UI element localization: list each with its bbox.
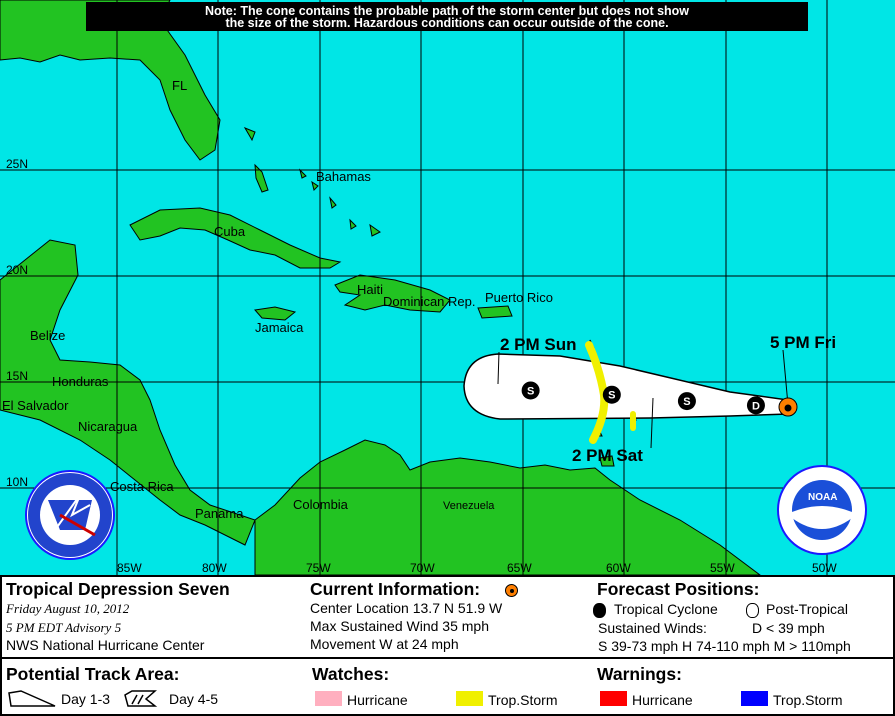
lon-label: 80W — [202, 561, 227, 575]
place-label: Bahamas — [316, 169, 371, 184]
lon-label: 85W — [117, 561, 142, 575]
place-label: Haiti — [357, 282, 383, 297]
place-label: Venezuela — [443, 500, 495, 512]
place-label: Colombia — [293, 497, 349, 512]
forecast-point-marker — [602, 385, 621, 404]
ts-watch-swatch — [456, 691, 483, 706]
note-line: the size of the storm. Hazardous conditi… — [225, 16, 669, 30]
post-tropical-icon — [746, 603, 759, 618]
land-florida — [0, 0, 221, 161]
place-label: El Salvador — [2, 398, 69, 413]
track-area-title: Potential Track Area: — [6, 664, 180, 684]
place-label: Jamaica — [255, 320, 304, 335]
place-label: Cuba — [214, 224, 246, 239]
day4-5-label: Day 4-5 — [169, 691, 219, 707]
place-label: Nicaragua — [78, 419, 138, 434]
lon-label: 70W — [410, 561, 435, 575]
place-label: FL — [172, 78, 187, 93]
forecast-point-marker — [521, 381, 540, 400]
forecast-point-marker — [677, 392, 696, 411]
hurricane-warning-label: Hurricane — [632, 692, 693, 708]
land-bahamas — [254, 163, 269, 193]
hurricane-watch-label: Hurricane — [347, 692, 408, 708]
watches-title: Watches: — [312, 664, 390, 684]
forecast-point-letter: D — [752, 400, 760, 412]
issuing-center: NWS National Hurricane Center — [6, 637, 205, 653]
storm-title: Tropical Depression Seven — [6, 579, 230, 599]
current-position-marker — [778, 397, 798, 417]
center-location: Center Location 13.7 N 51.9 W — [310, 600, 503, 616]
day4-5-cone-icon — [124, 690, 158, 707]
movement: Movement W at 24 mph — [310, 636, 459, 652]
legend-panel: Tropical Depression Seven Friday August … — [0, 575, 895, 716]
hurricane-warning-swatch — [600, 691, 627, 706]
time-label-sun: 2 PM Sun — [500, 335, 577, 354]
lon-label: 75W — [306, 561, 331, 575]
tropical-cyclone-label: Tropical Cyclone — [614, 601, 718, 617]
lat-label: 10N — [6, 475, 28, 489]
storm-date: Friday August 10, 2012 — [6, 601, 130, 616]
divider — [2, 657, 893, 659]
land-jamaica — [254, 306, 297, 321]
day1-3-cone-icon — [8, 690, 56, 707]
place-label: Puerto Rico — [485, 290, 553, 305]
wind-scale: S 39-73 mph H 74-110 mph M > 110mph — [598, 638, 851, 654]
place-label: Belize — [30, 328, 65, 343]
noaa-logo: NOAA — [777, 465, 867, 555]
depression-wind-range: D < 39 mph — [752, 620, 825, 636]
lon-label: 65W — [507, 561, 532, 575]
lat-label: 20N — [6, 263, 28, 277]
forecast-point-letter: S — [608, 390, 615, 402]
forecast-point-marker — [746, 396, 765, 415]
forecast-positions-title: Forecast Positions: — [597, 579, 760, 599]
note-line: Note: The cone contains the probable pat… — [204, 4, 690, 18]
map: 25N 20N 15N 10N 85W 80W 75W 70W 65W 60W … — [0, 0, 895, 575]
land-central-america — [0, 239, 256, 546]
lon-label: 55W — [710, 561, 735, 575]
lon-label: 60W — [606, 561, 631, 575]
warnings-title: Warnings: — [597, 664, 682, 684]
place-label: Panama — [195, 506, 244, 521]
place-label: Honduras — [52, 374, 109, 389]
land-cuba — [129, 207, 342, 269]
land-south-america — [254, 439, 761, 575]
max-wind: Max Sustained Wind 35 mph — [310, 618, 489, 634]
ts-warning-label: Trop.Storm — [773, 692, 843, 708]
time-label-fri: 5 PM Fri — [770, 333, 836, 352]
tropical-cyclone-icon — [593, 603, 606, 618]
noaa-logo-text: NOAA — [808, 492, 837, 503]
lat-label: 15N — [6, 369, 28, 383]
time-label-sat: 2 PM Sat — [572, 446, 643, 465]
current-info-title: Current Information: — [310, 579, 481, 599]
forecast-point-letter: S — [683, 396, 690, 408]
ts-watch-label: Trop.Storm — [488, 692, 558, 708]
current-position-icon — [505, 584, 518, 597]
place-label: Costa Rica — [110, 479, 174, 494]
forecast-point-letter: S — [527, 385, 534, 397]
sustained-winds-label: Sustained Winds: — [598, 620, 707, 636]
post-tropical-label: Post-Tropical — [766, 601, 848, 617]
land-puerto-rico — [477, 305, 513, 319]
place-label: Dominican Rep. — [383, 294, 476, 309]
cone-disclaimer-note: Note: The cone contains the probable pat… — [86, 2, 808, 31]
advisory-number: 5 PM EDT Advisory 5 — [6, 620, 122, 635]
lat-label: 25N — [6, 157, 28, 171]
day1-3-label: Day 1-3 — [61, 691, 111, 707]
lon-label: 50W — [812, 561, 837, 575]
ts-warning-swatch — [741, 691, 768, 706]
hurricane-watch-swatch — [315, 691, 342, 706]
nws-logo — [25, 470, 115, 560]
